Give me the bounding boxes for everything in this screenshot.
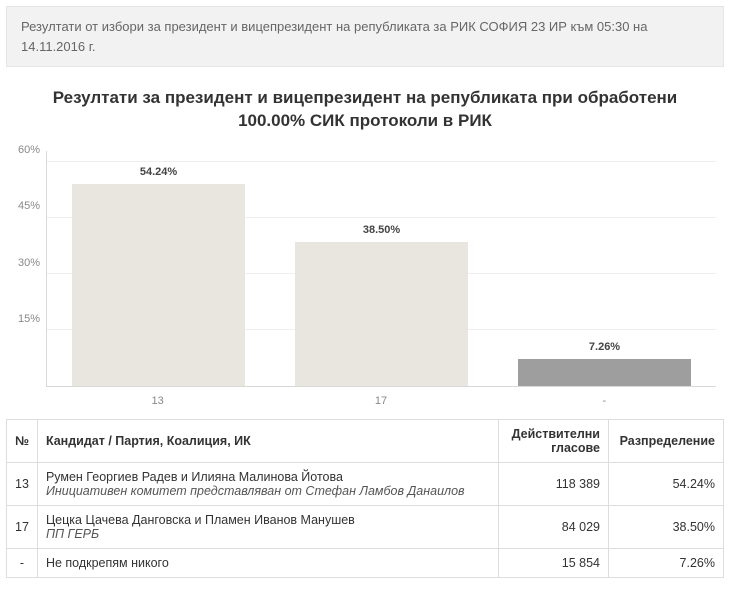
col-candidate: Кандидат / Партия, Коалиция, ИК bbox=[37, 419, 498, 462]
cell-distribution: 54.24% bbox=[609, 462, 724, 505]
candidate-main: Цецка Цачева Данговска и Пламен Иванов М… bbox=[46, 513, 490, 527]
chart-plot: 54.24% 38.50% 7.26% bbox=[46, 151, 716, 387]
candidate-main: Не подкрепям никого bbox=[46, 556, 490, 570]
cell-candidate: Цецка Цачева Данговска и Пламен Иванов М… bbox=[37, 505, 498, 548]
candidate-main: Румен Георгиев Радев и Илияна Малинова Й… bbox=[46, 470, 490, 484]
x-tick-label: 17 bbox=[269, 389, 492, 411]
cell-num: 17 bbox=[7, 505, 38, 548]
chart-area: Резултати за президент и вицепрезидент н… bbox=[6, 87, 724, 411]
col-distribution: Разпределение bbox=[609, 419, 724, 462]
cell-num: 13 bbox=[7, 462, 38, 505]
chart-bar: 38.50% bbox=[295, 242, 469, 386]
bar-value-label: 54.24% bbox=[140, 166, 177, 178]
x-axis-labels: 1317- bbox=[46, 389, 716, 411]
cell-num: - bbox=[7, 548, 38, 577]
header-text: Резултати от избори за президент и вицеп… bbox=[21, 19, 647, 54]
bar-value-label: 7.26% bbox=[589, 341, 620, 353]
x-tick-label: 13 bbox=[46, 389, 269, 411]
bar-slot: 38.50% bbox=[270, 151, 493, 386]
candidate-sub: ПП ГЕРБ bbox=[46, 527, 490, 541]
table-row: 13 Румен Георгиев Радев и Илияна Малинова… bbox=[7, 462, 724, 505]
table-row: -Не подкрепям никого 15 8547.26% bbox=[7, 548, 724, 577]
cell-votes: 15 854 bbox=[499, 548, 609, 577]
chart-container: 15%30%45%60% 54.24%38.50%7.26% 1317- bbox=[10, 151, 720, 411]
chart-bars: 54.24% 38.50% 7.26% bbox=[47, 151, 716, 386]
y-tick-label: 15% bbox=[10, 313, 46, 325]
results-table: № Кандидат / Партия, Коалиция, ИК Действ… bbox=[6, 419, 724, 578]
header-info-box: Резултати от избори за президент и вицеп… bbox=[6, 6, 724, 67]
candidate-sub: Инициативен комитет представляван от Сте… bbox=[46, 484, 490, 498]
bar-value-label: 38.50% bbox=[363, 224, 400, 236]
bar-slot: 54.24% bbox=[47, 151, 270, 386]
cell-candidate: Румен Георгиев Радев и Илияна Малинова Й… bbox=[37, 462, 498, 505]
cell-votes: 84 029 bbox=[499, 505, 609, 548]
bar-slot: 7.26% bbox=[493, 151, 716, 386]
cell-votes: 118 389 bbox=[499, 462, 609, 505]
y-tick-label: 60% bbox=[10, 144, 46, 156]
y-tick-label: 30% bbox=[10, 257, 46, 269]
cell-distribution: 7.26% bbox=[609, 548, 724, 577]
cell-candidate: Не подкрепям никого bbox=[37, 548, 498, 577]
chart-title: Резултати за президент и вицепрезидент н… bbox=[26, 87, 704, 133]
chart-bar: 7.26% bbox=[518, 359, 692, 386]
table-body: 13 Румен Георгиев Радев и Илияна Малинова… bbox=[7, 462, 724, 577]
x-tick-label: - bbox=[493, 389, 716, 411]
y-tick-label: 45% bbox=[10, 200, 46, 212]
table-row: 17 Цецка Цачева Данговска и Пламен Иванов… bbox=[7, 505, 724, 548]
chart-bar: 54.24% bbox=[72, 184, 246, 386]
col-num: № bbox=[7, 419, 38, 462]
cell-distribution: 38.50% bbox=[609, 505, 724, 548]
table-header-row: № Кандидат / Партия, Коалиция, ИК Действ… bbox=[7, 419, 724, 462]
col-votes: Действителни гласове bbox=[499, 419, 609, 462]
y-axis: 15%30%45%60% bbox=[10, 151, 46, 387]
